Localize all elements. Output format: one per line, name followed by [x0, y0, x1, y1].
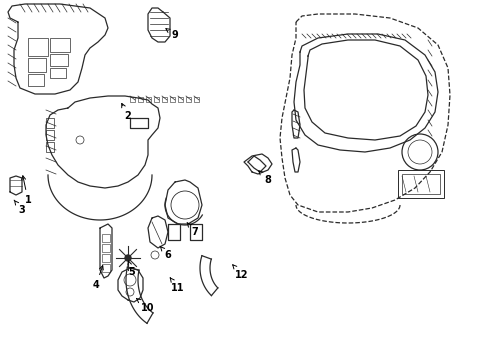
Text: 11: 11 — [170, 278, 184, 293]
Bar — [401, 174, 439, 194]
Bar — [162, 97, 167, 102]
Text: 12: 12 — [232, 265, 248, 280]
Text: 9: 9 — [165, 28, 178, 40]
Bar — [102, 244, 110, 252]
Bar — [146, 97, 151, 102]
Text: 10: 10 — [136, 298, 154, 313]
Bar — [130, 97, 135, 102]
Bar — [50, 54, 68, 66]
Text: 4: 4 — [92, 266, 103, 290]
Bar — [185, 97, 191, 102]
Bar — [50, 68, 66, 78]
Bar — [28, 38, 48, 56]
Bar — [102, 264, 110, 272]
Circle shape — [125, 255, 131, 261]
Bar — [46, 142, 54, 152]
Bar — [138, 97, 142, 102]
Text: 2: 2 — [122, 103, 131, 121]
Bar — [397, 170, 443, 198]
Text: 1: 1 — [21, 176, 31, 205]
Text: 8: 8 — [258, 171, 271, 185]
Bar — [170, 97, 175, 102]
Bar — [102, 254, 110, 262]
Bar — [50, 38, 70, 52]
Text: 3: 3 — [14, 200, 25, 215]
Text: 6: 6 — [160, 246, 171, 260]
Bar — [154, 97, 159, 102]
Bar — [102, 234, 110, 242]
Bar — [178, 97, 183, 102]
Bar — [46, 130, 54, 140]
Bar — [28, 74, 44, 86]
Text: 7: 7 — [186, 222, 198, 237]
Text: 5: 5 — [127, 261, 135, 277]
Bar — [46, 118, 54, 128]
Bar — [194, 97, 199, 102]
Bar — [28, 58, 46, 72]
